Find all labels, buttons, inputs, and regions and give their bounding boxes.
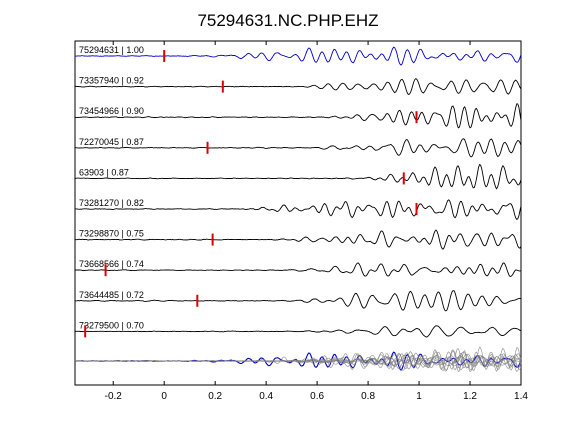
trace-line bbox=[74, 325, 522, 338]
trace-line bbox=[74, 229, 522, 250]
trace-line bbox=[75, 163, 522, 190]
x-tick-label: 0.8 bbox=[361, 391, 375, 402]
trace-line bbox=[74, 290, 522, 312]
trace-label: 63903 | 0.87 bbox=[79, 167, 129, 177]
trace-line bbox=[74, 78, 522, 96]
trace-line bbox=[74, 103, 522, 129]
trace-label: 75294631 | 1.00 bbox=[79, 45, 144, 55]
trace-label: 73644485 | 0.72 bbox=[79, 290, 144, 300]
trace-label: 73281270 | 0.82 bbox=[79, 198, 144, 208]
x-tick-label: 1.4 bbox=[514, 391, 528, 402]
trace-label: 72270045 | 0.87 bbox=[79, 137, 144, 147]
chart-title: 75294631.NC.PHP.EHZ bbox=[197, 11, 378, 30]
trace-line bbox=[75, 138, 522, 158]
trace-label: 73668566 | 0.74 bbox=[79, 259, 144, 269]
x-tick-label: -0.2 bbox=[105, 391, 123, 402]
plot-frame bbox=[74, 40, 522, 386]
x-tick-label: 1.2 bbox=[463, 391, 477, 402]
x-tick-label: 0.2 bbox=[208, 391, 222, 402]
stack-trace bbox=[74, 354, 522, 367]
trace-label: 73298870 | 0.75 bbox=[79, 229, 144, 239]
trace-label: 73279500 | 0.70 bbox=[79, 320, 144, 330]
trace-group: 75294631 | 1.00 73357940 | 0.92 73454966 |… bbox=[74, 45, 522, 338]
x-tick-label: 0 bbox=[161, 391, 167, 402]
x-tick-label: 1 bbox=[416, 391, 422, 402]
trace-line bbox=[74, 199, 522, 221]
stacked-traces bbox=[74, 346, 522, 373]
x-tick-label: 0.6 bbox=[310, 391, 324, 402]
x-axis: -0.2 0 0.2 0.4 0.6 0.8 1 1.2 1.4 bbox=[105, 41, 528, 402]
trace-label: 73454966 | 0.90 bbox=[79, 106, 144, 116]
trace-line bbox=[74, 46, 522, 66]
x-tick-label: 0.4 bbox=[259, 391, 273, 402]
trace-line bbox=[74, 262, 522, 278]
trace-label: 73357940 | 0.92 bbox=[79, 76, 144, 86]
